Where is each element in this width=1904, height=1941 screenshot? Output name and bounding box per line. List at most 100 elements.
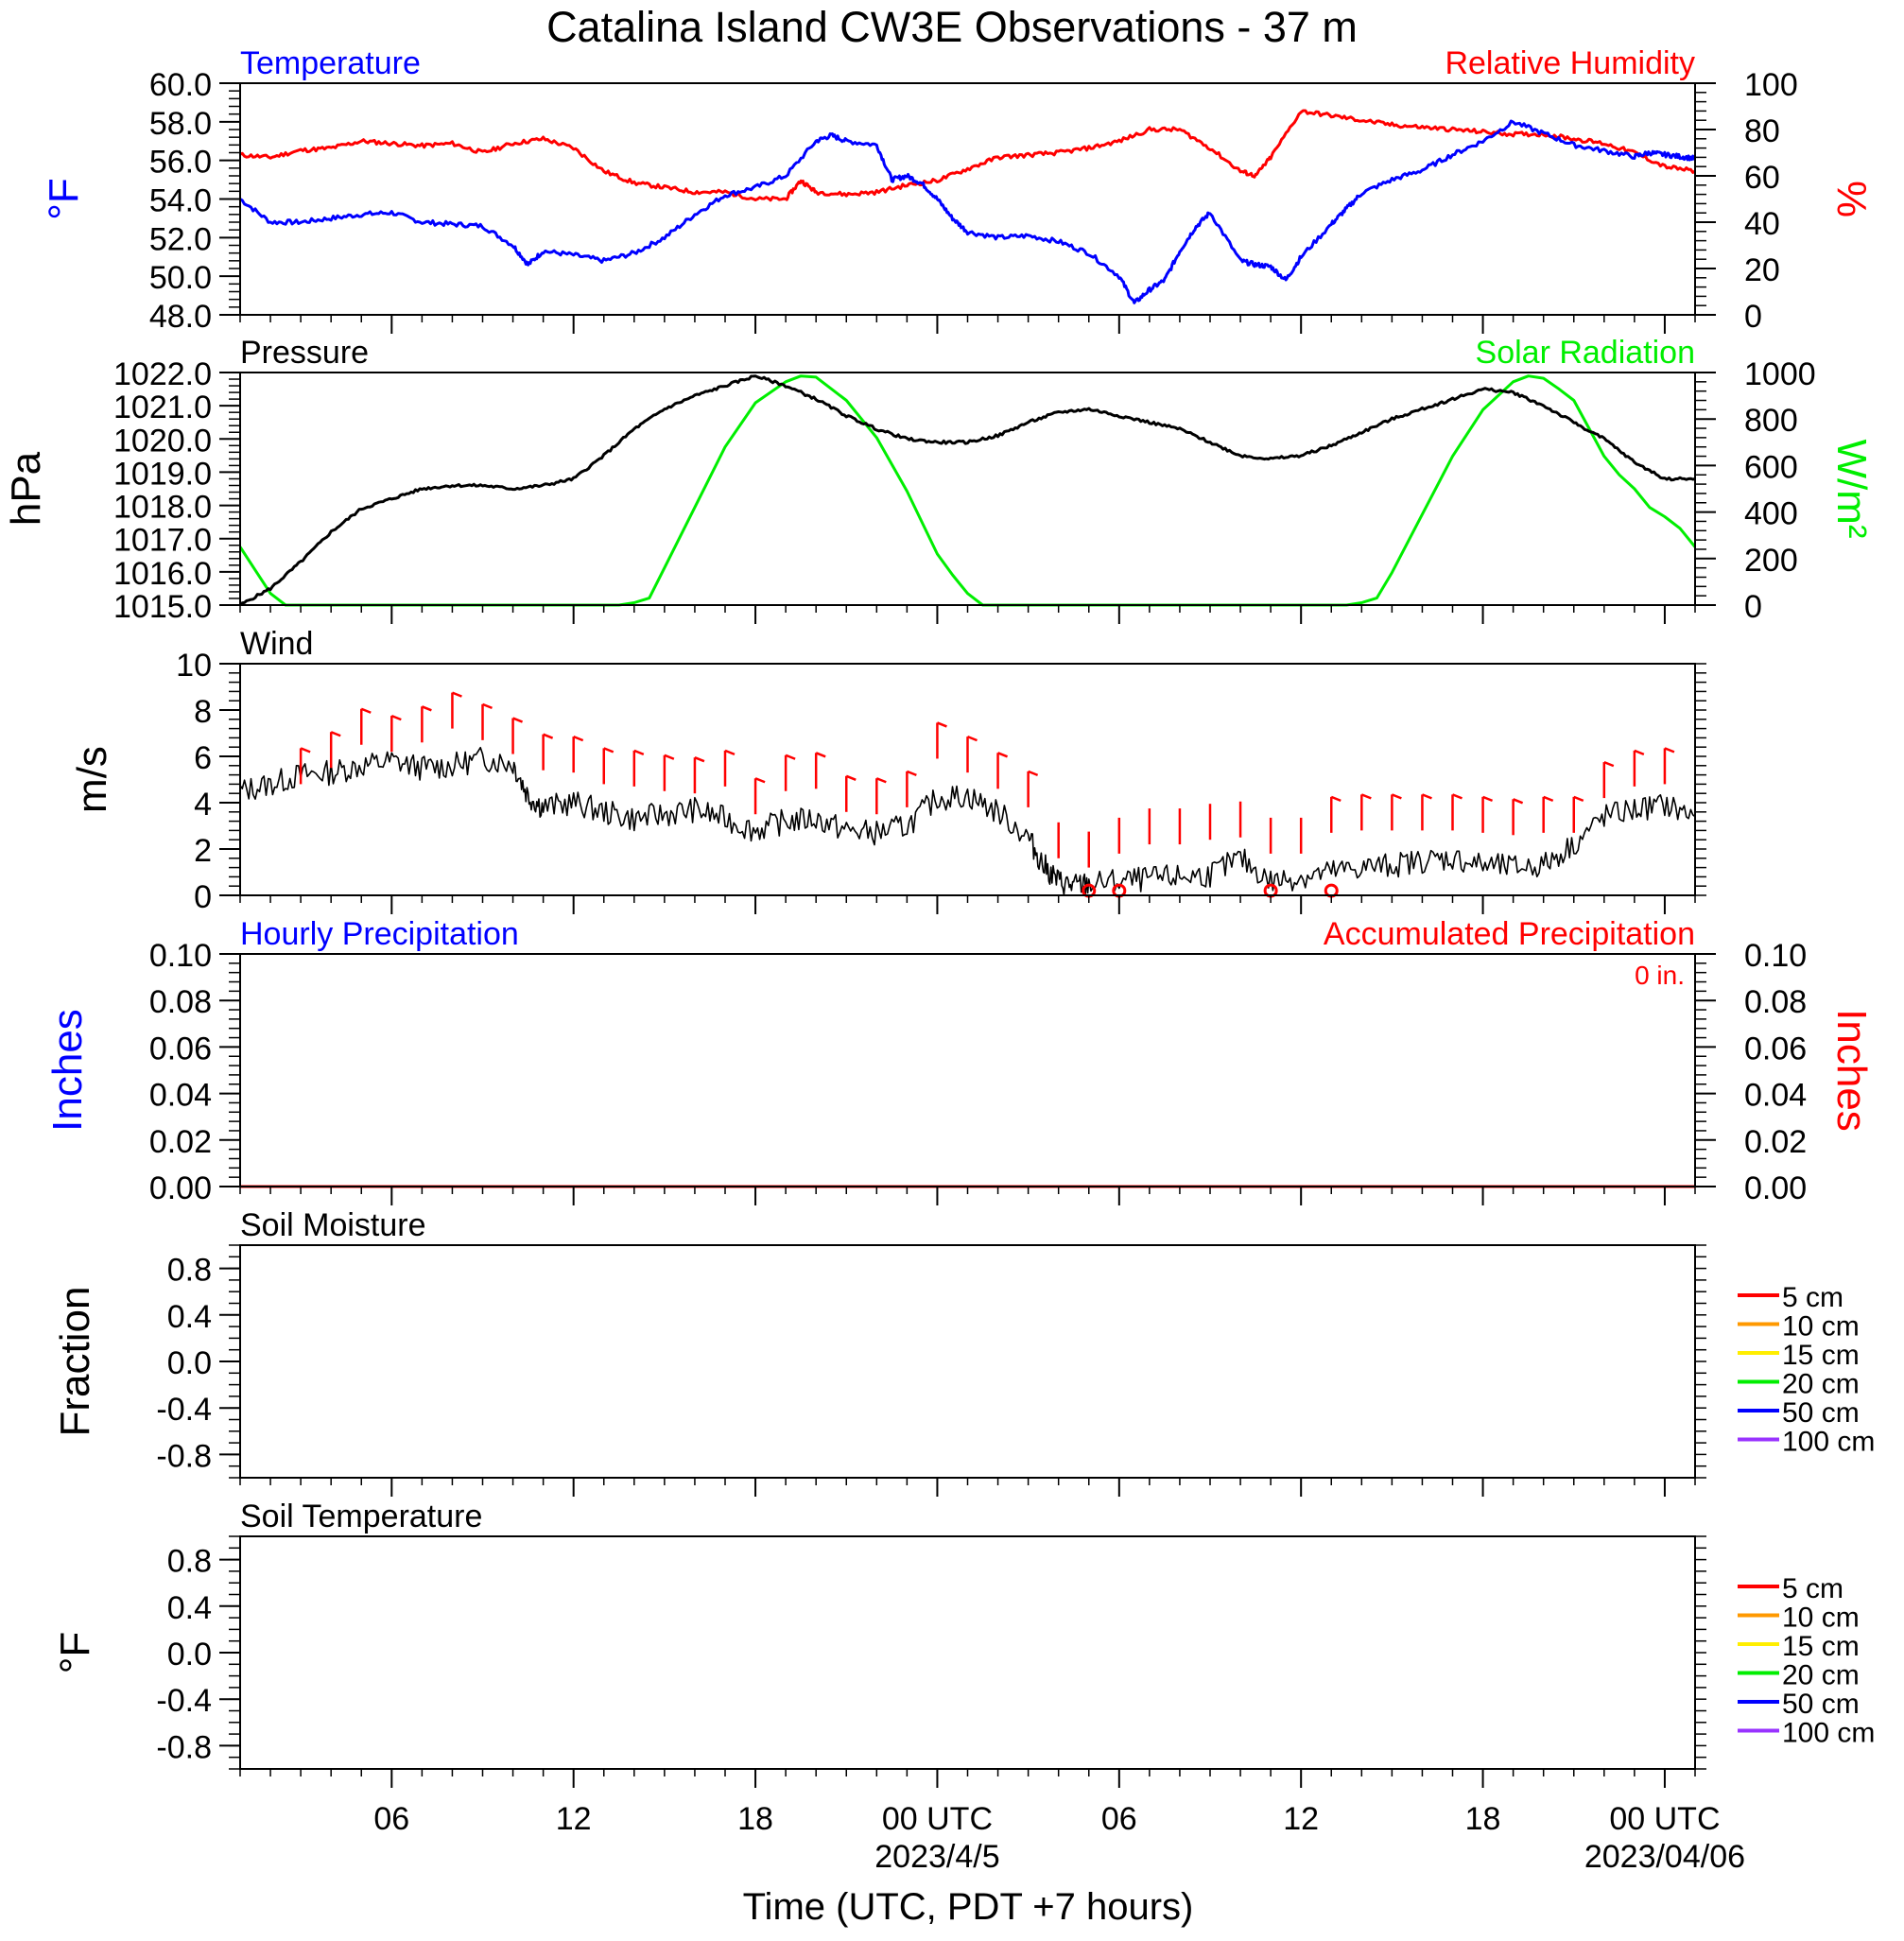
wind-barb-flag (1391, 793, 1402, 800)
wind-axis-tick-label: 6 (194, 740, 212, 776)
x-date-label: 2023/04/06 (1584, 1839, 1745, 1875)
wind-axis-tick-label: 10 (176, 648, 212, 684)
panel-soil-temperature-tick-label: 0.8 (167, 1544, 212, 1580)
wind-barb-flag (360, 707, 372, 714)
panel-title-accum-precip: Accumulated Precipitation (1324, 916, 1695, 952)
wind-barb-flag (1664, 747, 1675, 754)
wind-barb-flag (573, 735, 584, 742)
wind-barb-flag (1573, 795, 1584, 803)
temperature-line (239, 119, 1696, 304)
panel-title-temperature: Temperature (240, 45, 421, 81)
wind-barb-flag (997, 752, 1009, 758)
solar-axis-tick-label: 200 (1744, 543, 1798, 579)
panel-title-pressure: Pressure (240, 335, 369, 371)
wind-barb-flag (421, 705, 432, 712)
legend-label: 100 cm (1782, 1718, 1875, 1749)
temp-axis-tick-label: 54.0 (149, 183, 212, 219)
pressure-axis-tick-label: 1016.0 (113, 556, 212, 592)
pressure-axis-tick-label: 1020.0 (113, 423, 212, 459)
panel-precipitation: 0.00 0.02 0.04 0.06 0.08 0.10 0.00 0.02 0.04 0.06… (44, 916, 1875, 1206)
x-tick-label: 12 (1283, 1801, 1319, 1837)
panel-soil-moisture-tick-label: 0.0 (167, 1345, 212, 1381)
panel-soil-temperature-tick-label: 0.0 (167, 1637, 212, 1672)
wind-axis-tick-label: 8 (194, 694, 212, 730)
wind-barb-flag (754, 777, 766, 784)
temp-axis-tick-label: 60.0 (149, 67, 212, 103)
panel-temperature-humidity: 48.050.052.054.056.058.060.0 0 20 40 60 80 100… (41, 45, 1875, 335)
wind-barb-flag (936, 721, 947, 728)
panel-soil-temperature-tick-label: -0.4 (156, 1683, 212, 1719)
rh-axis-tick-label: 100 (1744, 67, 1798, 103)
wind-barb-flag (1482, 795, 1494, 803)
panel-soil-moisture: -0.8 -0.4 0.0 0.4 0.8 Soil Moisture Fraction 5 … (52, 1207, 1875, 1497)
wind-barb-flag (543, 733, 554, 739)
precip-right-axis-tick-label: 0.02 (1744, 1124, 1807, 1160)
x-tick-label: 06 (373, 1801, 409, 1837)
wind-barb-flag (1543, 795, 1554, 803)
precip-left-axis-tick-label: 0.00 (149, 1170, 212, 1206)
pressure-axis-tick-label: 1015.0 (113, 589, 212, 625)
wind-axis-tick-label: 4 (194, 787, 212, 823)
panel-soil-temperature-tick-label: -0.8 (156, 1729, 212, 1765)
legend-label: 50 cm (1782, 1689, 1860, 1720)
panel-soil-moisture-title: Soil Moisture (240, 1207, 426, 1243)
rh-axis-tick-label: 20 (1744, 252, 1780, 288)
temp-ylabel: °F (41, 178, 87, 219)
panel-soil-moisture-tick-label: -0.8 (156, 1438, 212, 1474)
wind-barb-flag (906, 770, 917, 777)
accum-precip-total: 0 in. (1635, 961, 1685, 990)
rh-axis-tick-label: 40 (1744, 206, 1780, 242)
legend-label: 100 cm (1782, 1427, 1875, 1458)
legend-label: 10 cm (1782, 1603, 1860, 1634)
x-tick-label: 06 (1101, 1801, 1137, 1837)
wind-barb-flag (300, 747, 311, 754)
temp-axis-tick-label: 50.0 (149, 260, 212, 296)
rh-axis-tick-label: 0 (1744, 299, 1762, 335)
x-axis-label: Time (UTC, PDT +7 hours) (743, 1886, 1194, 1928)
rh-axis-tick-label: 80 (1744, 113, 1780, 149)
wind-axis-tick-label: 0 (194, 879, 212, 915)
wind-barb-flag (1360, 793, 1372, 800)
wind-barb-flag (724, 749, 736, 756)
legend-label: 5 cm (1782, 1573, 1843, 1604)
precip-left-axis-tick-label: 0.08 (149, 984, 212, 1020)
wind-barb-flag (451, 691, 462, 698)
pressure-axis-tick-label: 1017.0 (113, 523, 212, 559)
panel-soil-moisture-tick-label: 0.8 (167, 1253, 212, 1289)
precip-left-axis-tick-label: 0.02 (149, 1124, 212, 1160)
temp-axis-tick-label: 56.0 (149, 145, 212, 181)
panel-soil-moisture-frame (239, 1244, 1696, 1479)
x-tick-label: 12 (556, 1801, 592, 1837)
solar-line (238, 374, 1697, 607)
legend-label: 50 cm (1782, 1397, 1860, 1429)
wind-barb-flag (330, 731, 341, 737)
chart-title: Catalina Island CW3E Observations - 37 m (546, 3, 1358, 51)
wind-barb-flag (633, 749, 645, 756)
pressure-solar-frame (239, 372, 1696, 606)
legend-label: 10 cm (1782, 1311, 1860, 1343)
solar-axis-tick-label: 800 (1744, 403, 1798, 439)
wind-barb-flag (664, 754, 675, 760)
pressure-axis-tick-label: 1019.0 (113, 456, 212, 492)
wind-barb-flag (512, 717, 524, 723)
panel-soil-temperature-tick-label: 0.4 (167, 1590, 212, 1626)
legend-label: 20 cm (1782, 1369, 1860, 1400)
temp-axis-tick-label: 48.0 (149, 299, 212, 335)
panel-soil-temperature-title: Soil Temperature (240, 1499, 482, 1534)
solar-axis-tick-label: 1000 (1744, 356, 1816, 392)
wind-barb-flag (1603, 760, 1615, 768)
legend-label: 15 cm (1782, 1631, 1860, 1662)
panel-wind: 0 2 4 6 8 10 Wind m/s (69, 626, 1706, 915)
rh-ylabel: % (1828, 181, 1875, 217)
precip-right-axis-tick-label: 0.00 (1744, 1170, 1807, 1206)
x-tick-label: 00 UTC (882, 1801, 993, 1837)
precip-frame (239, 953, 1696, 1187)
panel-soil-temperature-ylabel: °F (52, 1632, 98, 1673)
pressure-axis-tick-label: 1021.0 (113, 390, 212, 425)
wind-barb-flag (482, 702, 493, 710)
rh-axis-tick-label: 60 (1744, 160, 1780, 196)
